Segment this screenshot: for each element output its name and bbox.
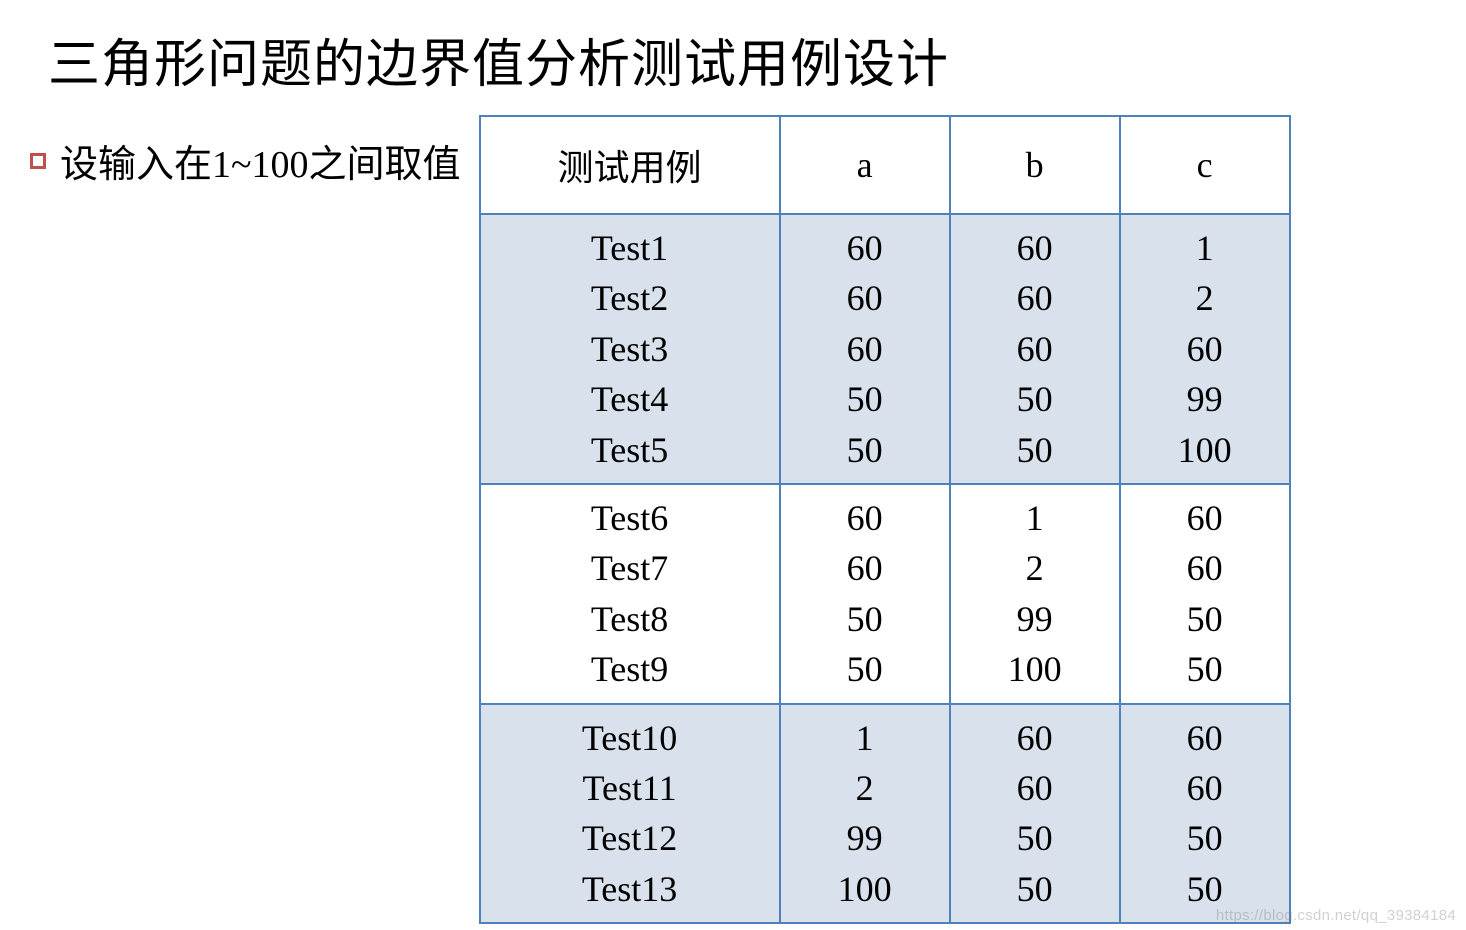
table-header-row: 测试用例 a b c: [480, 116, 1290, 214]
cell-line: 1: [951, 493, 1119, 543]
cell-line: 60: [951, 713, 1119, 763]
cell-line: 60: [951, 273, 1119, 323]
cell-line: 60: [951, 324, 1119, 374]
table-body: Test1Test2Test3Test4Test5606060505060606…: [480, 214, 1290, 923]
cell-line: 60: [781, 324, 949, 374]
cell-name: Test6Test7Test8Test9: [480, 484, 780, 704]
col-header-c: c: [1120, 116, 1290, 214]
page-title: 三角形问题的边界值分析测试用例设计: [0, 0, 1466, 97]
cell-line: 2: [951, 543, 1119, 593]
bullet-item: 设输入在1~100之间取值: [30, 133, 461, 188]
cell-a: 6060605050: [780, 214, 950, 484]
cell-line: 50: [951, 813, 1119, 863]
square-bullet-icon: [30, 153, 46, 169]
cell-line: 50: [781, 594, 949, 644]
cell-line: 100: [1121, 425, 1289, 475]
cell-line: Test4: [481, 374, 779, 424]
cell-line: Test9: [481, 644, 779, 694]
table-row: Test6Test7Test8Test960605050129910060605…: [480, 484, 1290, 704]
table-row: Test1Test2Test3Test4Test5606060505060606…: [480, 214, 1290, 484]
col-header-b: b: [950, 116, 1120, 214]
cell-line: 60: [951, 223, 1119, 273]
cell-line: Test10: [481, 713, 779, 763]
cell-line: 50: [781, 425, 949, 475]
content-row: 设输入在1~100之间取值 测试用例 a b c Test1Test2Test3…: [0, 97, 1466, 924]
cell-line: 50: [951, 425, 1119, 475]
cell-line: 60: [781, 493, 949, 543]
cell-line: 100: [951, 644, 1119, 694]
table-container: 测试用例 a b c Test1Test2Test3Test4Test56060…: [479, 115, 1291, 924]
cell-line: Test1: [481, 223, 779, 273]
cell-line: 60: [1121, 493, 1289, 543]
cell-line: 1: [1121, 223, 1289, 273]
cell-c: 60605050: [1120, 484, 1290, 704]
cell-line: 50: [951, 374, 1119, 424]
cell-name: Test1Test2Test3Test4Test5: [480, 214, 780, 484]
watermark-text: https://blog.csdn.net/qq_39384184: [1216, 907, 1456, 924]
cell-line: 60: [1121, 543, 1289, 593]
cell-a: 1299100: [780, 704, 950, 924]
cell-line: 60: [951, 763, 1119, 813]
cell-line: 50: [1121, 594, 1289, 644]
cell-a: 60605050: [780, 484, 950, 704]
cell-b: 60605050: [950, 704, 1120, 924]
cell-line: 60: [781, 273, 949, 323]
cell-c: 126099100: [1120, 214, 1290, 484]
cell-line: 2: [1121, 273, 1289, 323]
cell-line: Test12: [481, 813, 779, 863]
cell-line: Test6: [481, 493, 779, 543]
cell-line: 50: [781, 374, 949, 424]
col-header-testcase: 测试用例: [480, 116, 780, 214]
cell-b: 1299100: [950, 484, 1120, 704]
bullet-text: 设输入在1~100之间取值: [60, 133, 461, 188]
cell-line: 60: [1121, 763, 1289, 813]
cell-line: 100: [781, 864, 949, 914]
cell-line: 60: [781, 223, 949, 273]
cell-line: Test7: [481, 543, 779, 593]
cell-line: 99: [781, 813, 949, 863]
cell-c: 60605050: [1120, 704, 1290, 924]
col-header-a: a: [780, 116, 950, 214]
cell-line: 60: [1121, 713, 1289, 763]
cell-line: Test3: [481, 324, 779, 374]
cell-line: 50: [951, 864, 1119, 914]
table-row: Test10Test11Test12Test131299100606050506…: [480, 704, 1290, 924]
cell-line: Test8: [481, 594, 779, 644]
cell-line: 99: [951, 594, 1119, 644]
cell-line: 60: [1121, 324, 1289, 374]
cell-line: 60: [781, 543, 949, 593]
cell-name: Test10Test11Test12Test13: [480, 704, 780, 924]
cell-line: 50: [1121, 644, 1289, 694]
cell-line: 2: [781, 763, 949, 813]
cell-line: 50: [1121, 813, 1289, 863]
cell-line: Test11: [481, 763, 779, 813]
cell-line: 1: [781, 713, 949, 763]
cell-line: Test13: [481, 864, 779, 914]
cell-line: Test5: [481, 425, 779, 475]
test-case-table: 测试用例 a b c Test1Test2Test3Test4Test56060…: [479, 115, 1291, 924]
cell-line: 50: [781, 644, 949, 694]
cell-b: 6060605050: [950, 214, 1120, 484]
cell-line: Test2: [481, 273, 779, 323]
cell-line: 99: [1121, 374, 1289, 424]
